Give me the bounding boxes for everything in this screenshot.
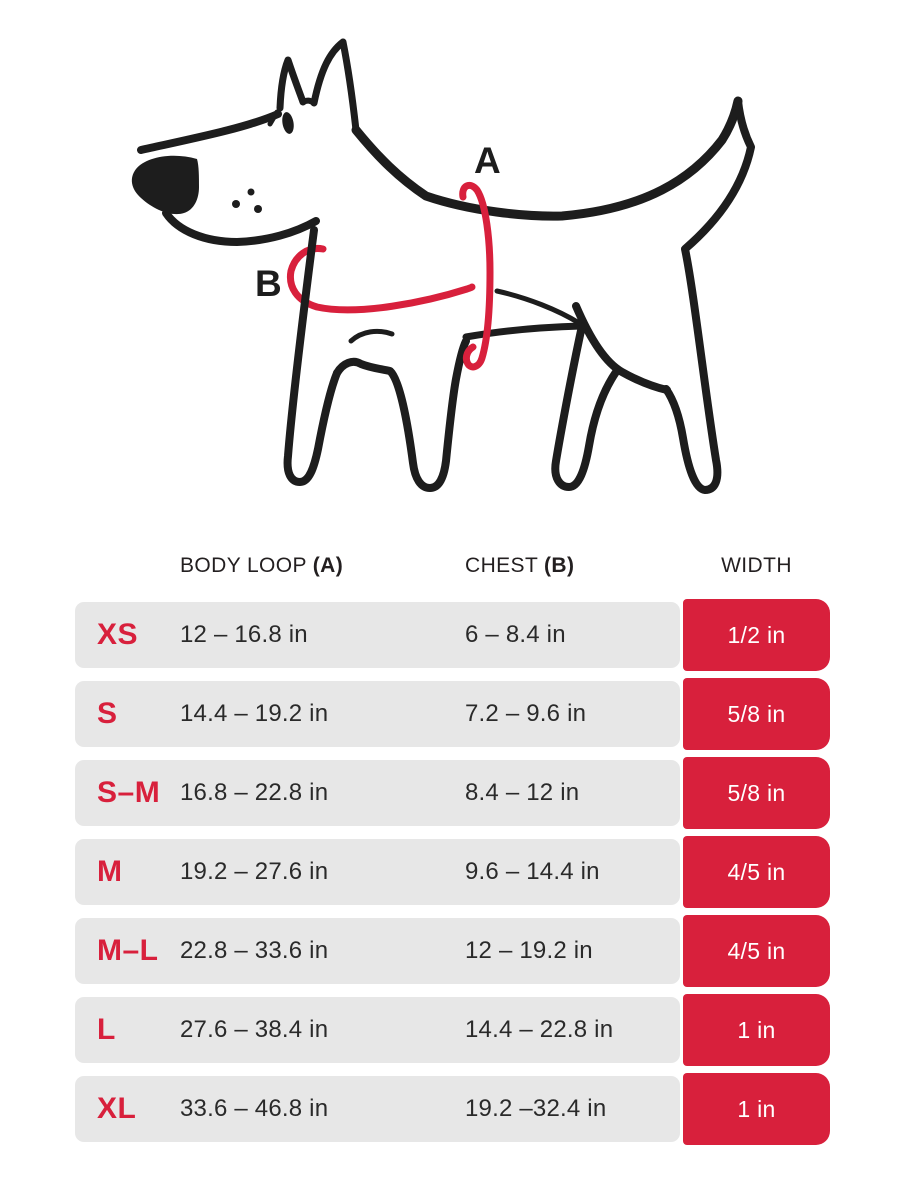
size-label: M — [97, 855, 123, 888]
size-label: XL — [97, 1092, 137, 1125]
body-loop-value: 19.2 – 27.6 in — [180, 858, 329, 885]
body-loop-value: 22.8 – 33.6 in — [180, 937, 329, 964]
label-a: A — [474, 140, 501, 181]
table-row: L 27.6 – 38.4 in 14.4 – 22.8 in 1 in — [0, 994, 900, 1066]
chest-value: 8.4 – 12 in — [465, 779, 580, 806]
size-label: S — [97, 697, 118, 730]
row-background — [75, 681, 680, 747]
dog-measurement-illustration: A B — [131, 38, 755, 494]
width-badge: 1/2 in — [683, 599, 830, 671]
body-loop-value: 12 – 16.8 in — [180, 621, 308, 648]
col-header-chest-text: CHEST — [465, 554, 545, 577]
row-background — [75, 839, 680, 905]
size-label: L — [97, 1013, 116, 1046]
body-loop-value: 14.4 – 19.2 in — [180, 700, 329, 727]
chest-value: 14.4 – 22.8 in — [465, 1016, 614, 1043]
row-background — [75, 918, 680, 984]
body-loop-value: 27.6 – 38.4 in — [180, 1016, 329, 1043]
table-row: M 19.2 – 27.6 in 9.6 – 14.4 in 4/5 in — [0, 836, 900, 908]
table-row: S–M 16.8 – 22.8 in 8.4 – 12 in 5/8 in — [0, 757, 900, 829]
size-label: M–L — [97, 934, 159, 967]
body-loop-value: 33.6 – 46.8 in — [180, 1095, 329, 1122]
width-badge: 1 in — [683, 994, 830, 1066]
table-row: XL 33.6 – 46.8 in 19.2 –32.4 in 1 in — [0, 1073, 900, 1145]
width-badge: 5/8 in — [683, 678, 830, 750]
col-header-width: WIDTH — [721, 554, 792, 577]
row-background — [75, 1076, 680, 1142]
size-label: XS — [97, 618, 139, 651]
dog-outline — [137, 38, 755, 494]
dog-nose — [131, 155, 199, 215]
col-header-body-loop: BODY LOOP (A) — [180, 554, 343, 578]
chest-value: 19.2 –32.4 in — [465, 1095, 607, 1122]
body-loop-value: 16.8 – 22.8 in — [180, 779, 329, 806]
col-header-body-loop-ref: (A) — [312, 554, 344, 577]
chest-value: 9.6 – 14.4 in — [465, 858, 600, 885]
body-loop-a — [459, 181, 494, 371]
table-row: S 14.4 – 19.2 in 7.2 – 9.6 in 5/8 in — [0, 678, 900, 750]
width-badge: 5/8 in — [683, 757, 830, 829]
width-badge: 1 in — [683, 1073, 830, 1145]
dog-eye — [282, 112, 294, 134]
chest-value: 7.2 – 9.6 in — [465, 700, 587, 727]
col-header-chest: CHEST (B) — [465, 554, 574, 578]
width-badge: 4/5 in — [683, 836, 830, 908]
chest-value: 6 – 8.4 in — [465, 621, 566, 648]
col-header-body-loop-text: BODY LOOP — [180, 554, 313, 577]
row-background — [75, 760, 680, 826]
col-header-chest-ref: (B) — [544, 554, 575, 577]
table-row: M–L 22.8 – 33.6 in 12 – 19.2 in 4/5 in — [0, 915, 900, 987]
muzzle-dots — [232, 188, 262, 213]
row-background — [75, 602, 680, 668]
row-background — [75, 997, 680, 1063]
label-b: B — [255, 263, 282, 304]
width-badge: 4/5 in — [683, 915, 830, 987]
size-label: S–M — [97, 776, 161, 809]
chest-value: 12 – 19.2 in — [465, 937, 593, 964]
chest-loop-b — [286, 244, 476, 314]
table-row: XS 12 – 16.8 in 6 – 8.4 in 1/2 in — [0, 599, 900, 671]
